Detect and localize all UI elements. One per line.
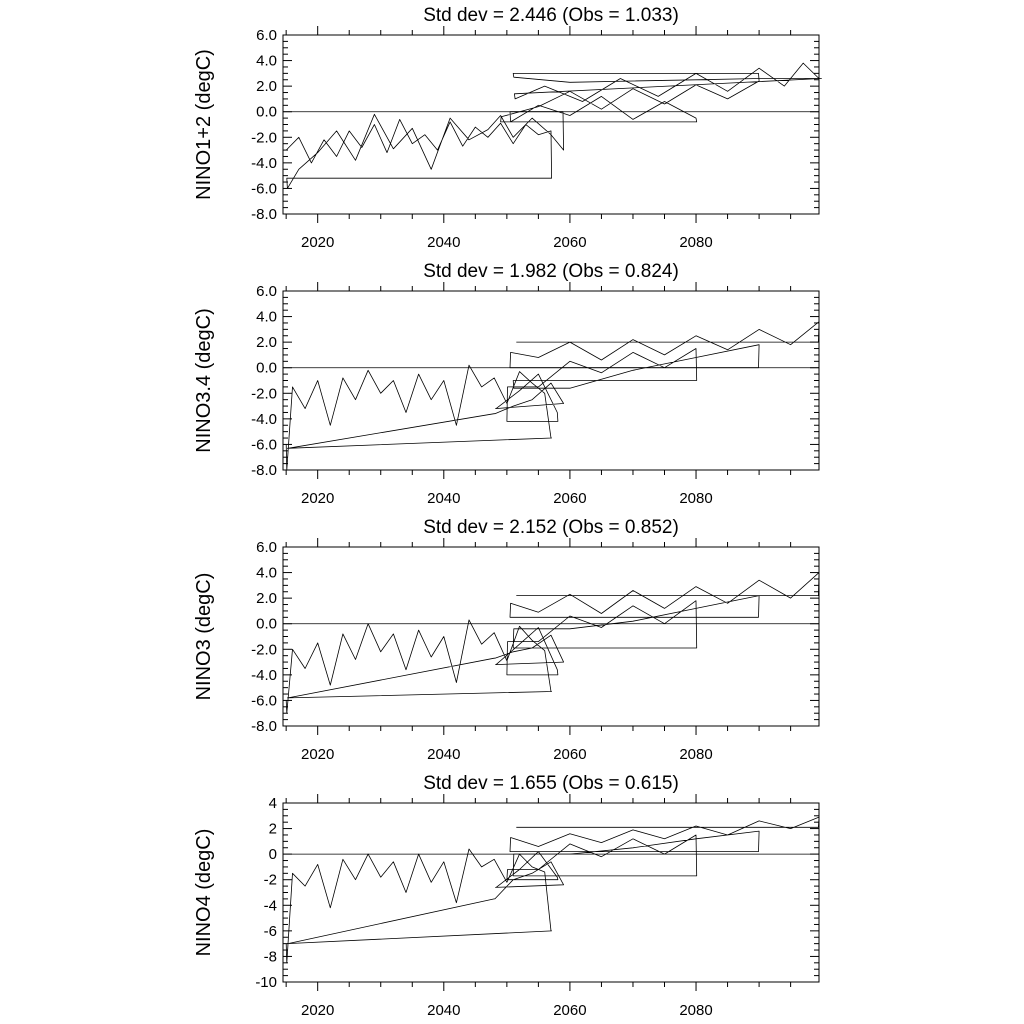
x-tick-label: 2020	[301, 490, 334, 507]
y-axis-label: NINO4 (degC)	[193, 829, 215, 957]
y-tick-label: -6	[264, 923, 277, 940]
y-tick-label: -8	[264, 948, 277, 965]
y-tick-label: -2.0	[251, 385, 277, 402]
x-tick-label: 2060	[553, 746, 586, 763]
x-tick-label: 2040	[427, 490, 460, 507]
y-tick-label: -8.0	[251, 718, 277, 735]
chart-panel-1: Std dev = 2.446 (Obs = 1.033) NINO1+2 (de…	[193, 5, 822, 251]
y-tick-label: 4	[269, 795, 277, 812]
y-tick-label: 0.0	[256, 104, 277, 121]
y-tick-label: -6.0	[251, 692, 277, 709]
y-tick-label: 2.0	[256, 334, 277, 351]
x-tick-label: 2040	[427, 746, 460, 763]
x-tick-label: 2020	[301, 1002, 334, 1019]
y-tick-label: -8.0	[251, 206, 277, 223]
y-tick-label: -6.0	[251, 180, 277, 197]
y-tick-label: -4.0	[251, 667, 277, 684]
chart-title: Std dev = 2.152 (Obs = 0.852)	[423, 517, 679, 538]
series-line	[285, 62, 822, 189]
x-tick-label: 2040	[427, 234, 460, 251]
y-axis-label: NINO3 (degC)	[193, 573, 215, 701]
y-tick-label: -4.0	[251, 155, 277, 172]
series-line	[285, 321, 820, 471]
x-tick-label: 2080	[679, 490, 712, 507]
y-axis-label: NINO3.4 (degC)	[193, 308, 215, 453]
y-tick-label: 6.0	[256, 283, 277, 300]
x-tick-label: 2080	[679, 1002, 712, 1019]
y-tick-label: -2.0	[251, 641, 277, 658]
series-line	[285, 572, 820, 714]
y-tick-label: 0.0	[256, 616, 277, 633]
chart-title: Std dev = 1.982 (Obs = 0.824)	[423, 261, 679, 282]
y-tick-label: -4.0	[251, 411, 277, 428]
y-tick-label: -2	[264, 872, 277, 889]
x-tick-label: 2040	[427, 1002, 460, 1019]
x-tick-label: 2020	[301, 234, 334, 251]
y-tick-label: 0	[269, 846, 277, 863]
y-tick-label: 6.0	[256, 539, 277, 556]
y-tick-label: 2.0	[256, 590, 277, 607]
chart-panel-3: Std dev = 2.152 (Obs = 0.852) NINO3 (degC…	[193, 517, 820, 763]
chart-title: Std dev = 2.446 (Obs = 1.033)	[423, 5, 679, 26]
y-tick-label: 4.0	[256, 565, 277, 582]
chart-panel-2: Std dev = 1.982 (Obs = 0.824) NINO3.4 (de…	[193, 261, 820, 507]
y-tick-label: 6.0	[256, 27, 277, 44]
x-tick-label: 2060	[553, 490, 586, 507]
series-line	[285, 816, 820, 964]
y-tick-label: 4.0	[256, 309, 277, 326]
chart-title: Std dev = 1.655 (Obs = 0.615)	[423, 773, 679, 794]
y-tick-label: 0.0	[256, 360, 277, 377]
x-tick-label: 2080	[679, 234, 712, 251]
chart-panel-4: Std dev = 1.655 (Obs = 0.615) NINO4 (degC…	[193, 773, 820, 1019]
y-tick-label: 2	[269, 821, 277, 838]
y-tick-label: 4.0	[256, 53, 277, 70]
y-tick-label: -10	[255, 974, 277, 991]
x-tick-label: 2020	[301, 746, 334, 763]
x-tick-label: 2080	[679, 746, 712, 763]
plot-frame	[282, 34, 820, 215]
y-tick-label: 2.0	[256, 78, 277, 95]
x-tick-label: 2060	[553, 234, 586, 251]
y-tick-label: -4	[264, 897, 277, 914]
x-tick-label: 2060	[553, 1002, 586, 1019]
y-tick-label: -8.0	[251, 462, 277, 479]
y-tick-label: -6.0	[251, 436, 277, 453]
y-tick-label: -2.0	[251, 129, 277, 146]
y-axis-label: NINO1+2 (degC)	[193, 49, 215, 200]
